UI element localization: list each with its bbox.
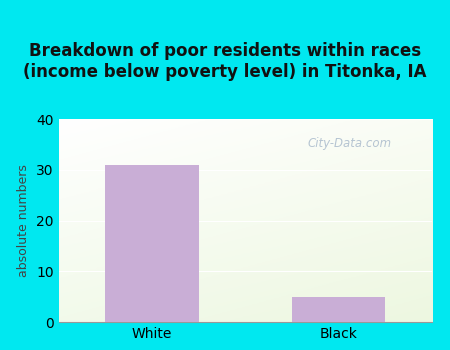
Y-axis label: absolute numbers: absolute numbers xyxy=(18,164,31,277)
Text: Breakdown of poor residents within races
(income below poverty level) in Titonka: Breakdown of poor residents within races… xyxy=(23,42,427,81)
Bar xyxy=(292,297,385,322)
Text: City-Data.com: City-Data.com xyxy=(308,137,392,150)
Bar xyxy=(105,165,198,322)
